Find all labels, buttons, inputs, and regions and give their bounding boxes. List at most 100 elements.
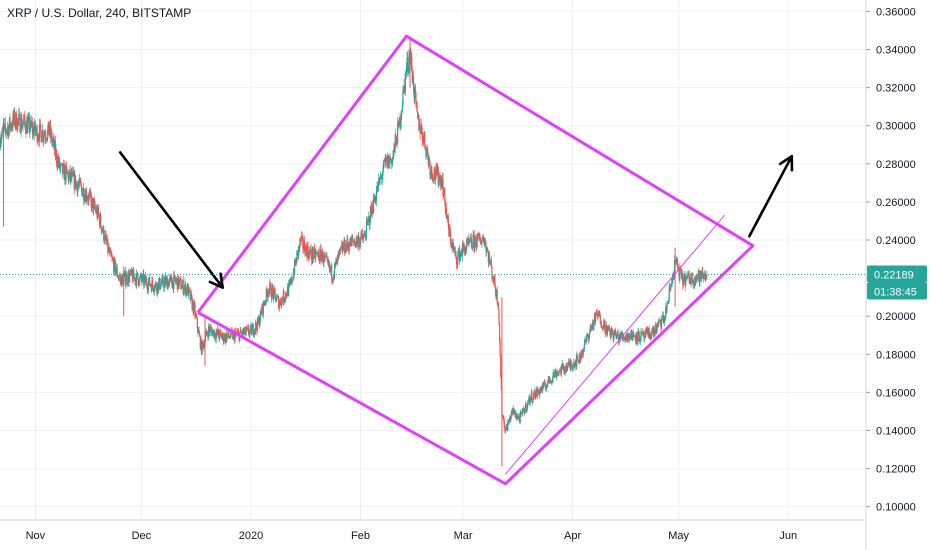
candle-body — [444, 201, 446, 213]
candle-body — [291, 277, 293, 283]
candle-body — [301, 235, 303, 239]
candle-body — [302, 236, 304, 248]
candle-body — [80, 181, 82, 184]
candle-body — [103, 226, 105, 241]
candle-body — [424, 145, 426, 149]
candle-body — [508, 419, 510, 424]
candle-body — [27, 122, 29, 134]
candle-body — [173, 275, 175, 290]
candle-body — [234, 334, 236, 342]
candle-body — [654, 330, 656, 335]
candle-body — [583, 348, 585, 350]
candle-body — [534, 395, 537, 399]
candle-body — [639, 340, 641, 342]
candle-body — [273, 288, 276, 290]
candle-body — [586, 334, 588, 342]
candle-body — [80, 183, 82, 188]
candle-body — [444, 188, 446, 202]
candle-body — [10, 123, 12, 128]
candle-body — [189, 290, 191, 292]
y-tick-label: 0.12000 — [876, 464, 916, 476]
candle-body — [108, 250, 111, 253]
candle-body — [310, 249, 312, 257]
candle-body — [600, 323, 603, 328]
candle-body — [265, 288, 267, 302]
candle-body — [12, 114, 14, 128]
candle-body — [414, 86, 416, 98]
candle-body — [516, 414, 518, 419]
candle-body — [628, 334, 630, 341]
candle-body — [79, 178, 81, 182]
candle-body — [42, 130, 44, 140]
candle-body — [580, 353, 583, 359]
candle-body — [220, 334, 223, 339]
candle-body — [88, 194, 90, 201]
candle-body — [643, 331, 645, 339]
candle-body — [663, 317, 666, 324]
candle-body — [360, 232, 362, 239]
candle-body — [517, 416, 519, 419]
candle-body — [670, 282, 673, 285]
candle-body — [636, 341, 639, 342]
candle-body — [355, 243, 357, 247]
candle-body — [611, 327, 613, 334]
candle-body — [198, 330, 200, 334]
candle-body — [648, 328, 650, 337]
candle-body — [405, 73, 407, 75]
candle-body — [335, 261, 337, 264]
candle-body — [395, 134, 397, 138]
candle-body — [363, 234, 365, 237]
candle-body — [245, 332, 247, 335]
candle-body — [427, 154, 429, 164]
candle-body — [381, 175, 383, 180]
candle-body — [296, 252, 298, 264]
candle-body — [469, 238, 471, 242]
candle-body — [557, 372, 559, 374]
candle-body — [65, 165, 68, 170]
candle-body — [407, 57, 409, 71]
candle-body — [567, 362, 569, 368]
candle-body — [546, 383, 548, 387]
candle-body — [50, 125, 52, 137]
candle-body — [22, 123, 24, 126]
x-tick-label: 2020 — [239, 530, 263, 542]
candle-body — [14, 111, 16, 126]
candle-body — [510, 416, 512, 421]
y-tick-label: 0.28000 — [876, 159, 916, 171]
candle-body — [482, 237, 484, 239]
candle-body — [131, 269, 133, 275]
candle-body — [66, 169, 68, 174]
candle-body — [336, 255, 339, 264]
candle-body — [359, 238, 362, 245]
candle-body — [392, 156, 394, 159]
candle-body — [477, 234, 479, 237]
candle-body — [174, 275, 176, 281]
candle-body — [149, 277, 151, 286]
candle-body — [367, 218, 369, 222]
candle-body — [215, 333, 217, 339]
candle-body — [350, 238, 352, 247]
candle-body — [319, 248, 321, 261]
candle-body — [312, 249, 314, 260]
candle-body — [651, 331, 653, 333]
candle-body — [673, 259, 676, 273]
candle-body — [614, 329, 616, 332]
candle-body — [152, 285, 154, 291]
candle-body — [155, 282, 157, 289]
candle-body — [655, 323, 657, 333]
candle-body — [494, 287, 497, 292]
candle-body — [704, 274, 706, 280]
candle-body — [117, 276, 119, 278]
candle-body — [688, 273, 690, 275]
candle-body — [366, 221, 368, 223]
candle-body — [685, 277, 687, 279]
candle-body — [75, 181, 77, 188]
candle-body — [502, 416, 504, 418]
candle-body — [48, 133, 51, 136]
candle-body — [210, 328, 213, 331]
candle-body — [317, 252, 319, 254]
y-tick-label: 0.24000 — [876, 235, 916, 247]
candle-body — [695, 276, 697, 282]
